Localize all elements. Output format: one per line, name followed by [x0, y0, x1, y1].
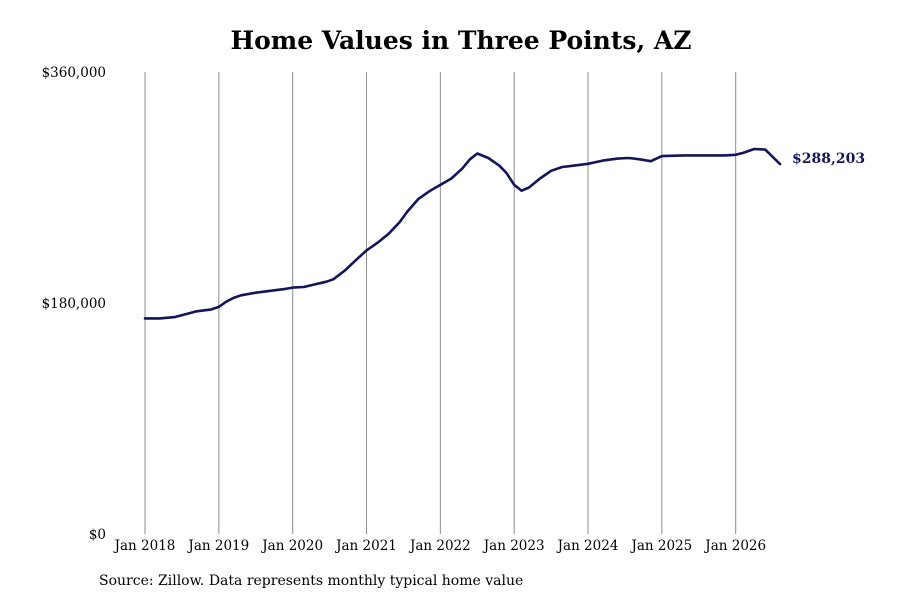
end-value-label: $288,203	[792, 151, 865, 167]
x-tick-label: Jan 2022	[408, 538, 471, 554]
chart-title: Home Values in Three Points, AZ	[230, 26, 692, 55]
y-tick-label: $0	[89, 527, 106, 543]
y-axis: $0 $180,000 $360,000	[42, 65, 106, 543]
x-axis: Jan 2018 Jan 2019 Jan 2020 Jan 2021 Jan 2022…	[113, 538, 767, 554]
x-tick-label: Jan 2025	[629, 538, 692, 554]
x-tick-label: Jan 2026	[703, 538, 766, 554]
y-tick-label: $360,000	[42, 65, 106, 81]
gridlines	[144, 72, 737, 534]
y-tick-label: $180,000	[42, 296, 106, 312]
x-tick-label: Jan 2020	[260, 538, 323, 554]
source-note: Source: Zillow. Data represents monthly …	[99, 573, 524, 589]
series-group	[143, 147, 782, 320]
series-line	[143, 147, 782, 320]
x-tick-label: Jan 2023	[482, 538, 545, 554]
x-tick-label: Jan 2021	[334, 538, 397, 554]
x-tick-label: Jan 2018	[113, 538, 176, 554]
x-tick-label: Jan 2024	[556, 538, 619, 554]
x-tick-label: Jan 2019	[186, 538, 249, 554]
